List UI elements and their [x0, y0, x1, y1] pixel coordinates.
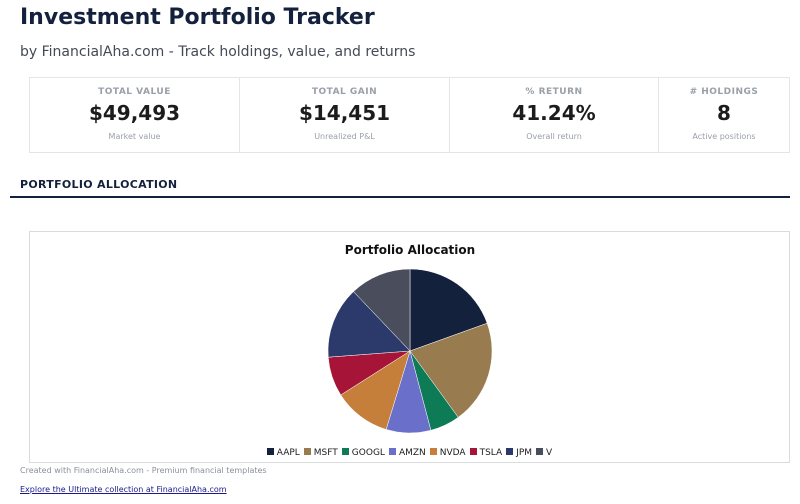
- legend-item-aapl: AAPL: [266, 448, 300, 458]
- pie-slice-v: [353, 268, 411, 352]
- kpi-label: TOTAL GAIN: [311, 87, 378, 97]
- legend-item-msft: MSFT: [303, 448, 338, 458]
- legend-swatch: [388, 448, 396, 455]
- legend-swatch: [303, 448, 311, 455]
- pie-chart: Portfolio Allocation: [327, 243, 493, 434]
- kpi-percent-return: % RETURN 41.24% Overall return: [450, 78, 659, 152]
- kpi-value: 8: [717, 101, 731, 125]
- kpi-total-gain: TOTAL GAIN $14,451 Unrealized P&L: [240, 78, 450, 152]
- legend-item-amzn: AMZN: [388, 448, 426, 458]
- legend-label: MSFT: [313, 448, 338, 458]
- legend-label: NVDA: [439, 448, 466, 458]
- legend-label: JPM: [516, 448, 533, 458]
- kpi-strip: TOTAL VALUE $49,493 Market value TOTAL G…: [29, 77, 790, 153]
- legend-swatch: [506, 448, 514, 455]
- legend-item-googl: GOOGL: [341, 448, 385, 458]
- pie-slices: [327, 268, 493, 434]
- legend-label: AMZN: [398, 448, 426, 458]
- page-subtitle: by FinancialAha.com - Track holdings, va…: [20, 44, 416, 60]
- kpi-subtext: Overall return: [526, 132, 582, 141]
- pie-slice-jpm: [327, 291, 411, 358]
- page-title: Investment Portfolio Tracker: [20, 5, 375, 30]
- legend-swatch: [469, 448, 477, 455]
- chart-title: Portfolio Allocation: [345, 243, 475, 257]
- legend-swatch: [266, 448, 274, 455]
- kpi-subtext: Unrealized P&L: [314, 132, 375, 141]
- legend-swatch: [536, 448, 544, 455]
- chart-legend: AAPL MSFT GOOGL AMZN NVDA TSLA JPM V: [30, 448, 789, 458]
- allocation-chart: Portfolio Allocation AAPL MSFT GOOGL AMZN NV…: [29, 231, 790, 463]
- legend-label: AAPL: [276, 448, 300, 458]
- kpi-subtext: Market value: [108, 132, 161, 141]
- footer-link[interactable]: Explore the Ultimate collection at Finan…: [20, 485, 227, 494]
- legend-item-nvda: NVDA: [429, 448, 466, 458]
- section-divider: [10, 196, 790, 198]
- kpi-value: 41.24%: [512, 101, 596, 125]
- legend-item-tsla: TSLA: [469, 448, 503, 458]
- pie-slice-msft: [409, 322, 493, 418]
- kpi-label: % RETURN: [525, 87, 583, 97]
- legend-swatch: [429, 448, 437, 455]
- legend-label: GOOGL: [351, 448, 385, 458]
- kpi-total-value: TOTAL VALUE $49,493 Market value: [30, 78, 240, 152]
- kpi-label: # HOLDINGS: [689, 87, 759, 97]
- footer-credit: Created with FinancialAha.com - Premium …: [20, 466, 267, 475]
- pie-slice-aapl: [409, 268, 488, 352]
- kpi-holdings: # HOLDINGS 8 Active positions: [659, 78, 789, 152]
- kpi-label: TOTAL VALUE: [98, 87, 171, 97]
- section-title: PORTFOLIO ALLOCATION: [20, 178, 178, 191]
- kpi-value: $14,451: [298, 101, 391, 125]
- legend-item-v: V: [536, 448, 552, 458]
- legend-label: TSLA: [479, 448, 503, 458]
- kpi-value: $49,493: [88, 101, 181, 125]
- legend-label: V: [546, 448, 553, 458]
- kpi-subtext: Active positions: [692, 132, 756, 141]
- legend-swatch: [341, 448, 349, 455]
- legend-item-jpm: JPM: [506, 448, 532, 458]
